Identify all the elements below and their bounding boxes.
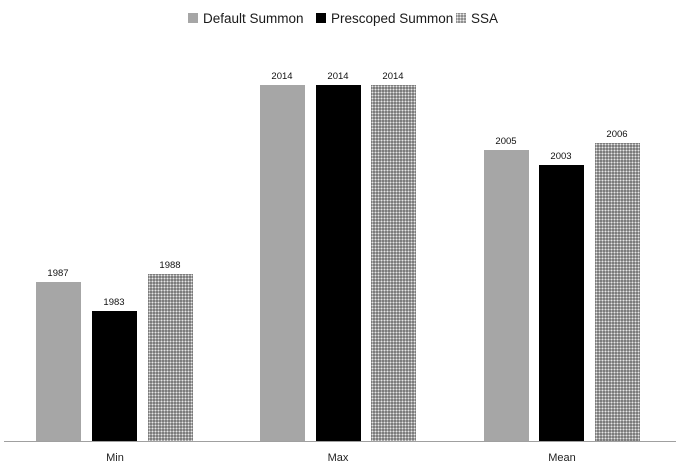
data-label: 2014: [327, 71, 349, 82]
data-label: 2006: [606, 129, 628, 140]
data-label: 1983: [103, 297, 125, 308]
bar-mean-ssa: [595, 143, 640, 441]
data-label: 1988: [159, 260, 181, 271]
legend-label: Prescoped Summon: [331, 10, 454, 26]
legend-item-default-summon: Default Summon: [188, 9, 304, 27]
legend-label: Default Summon: [203, 10, 304, 26]
legend-item-prescoped-summon: Prescoped Summon: [316, 9, 453, 27]
bar-min-ssa: [148, 274, 193, 441]
data-label: 2003: [550, 151, 572, 162]
bar-mean-prescoped-summon: [539, 165, 584, 441]
legend-swatch-black-icon: [316, 13, 326, 23]
chart-legend: Default Summon Prescoped Summon SSA: [0, 9, 677, 27]
bar-min-default-summon: [36, 282, 81, 441]
legend-swatch-pattern-icon: [456, 13, 466, 23]
x-axis-line: [4, 441, 676, 442]
data-label: 1987: [47, 268, 69, 279]
x-tick-label-mean: Mean: [548, 452, 576, 464]
bar-max-default-summon: [260, 85, 305, 441]
legend-item-ssa: SSA: [456, 9, 498, 27]
legend-label: SSA: [471, 10, 499, 26]
bar-max-ssa: [371, 85, 416, 441]
legend-swatch-gray-icon: [188, 13, 198, 23]
x-tick-label-max: Max: [327, 452, 349, 464]
data-label: 2014: [271, 71, 293, 82]
bar-min-prescoped-summon: [92, 311, 137, 441]
data-label: 2005: [495, 136, 517, 147]
x-tick-label-min: Min: [106, 452, 124, 464]
data-label: 2014: [382, 71, 404, 82]
bar-max-prescoped-summon: [316, 85, 361, 441]
bar-mean-default-summon: [484, 150, 529, 441]
